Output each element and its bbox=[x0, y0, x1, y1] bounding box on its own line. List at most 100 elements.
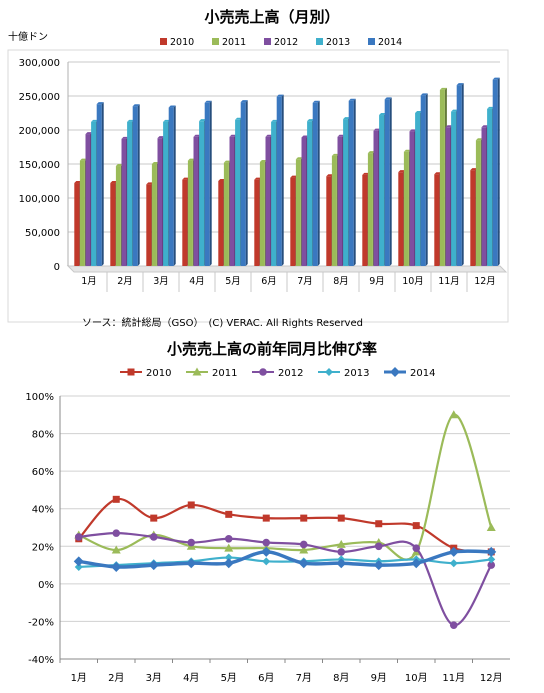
point-2011-11月 bbox=[449, 410, 459, 419]
point-2012-2月 bbox=[112, 529, 121, 537]
bar-top bbox=[235, 117, 243, 120]
legend-label-2014: 2014 bbox=[410, 368, 435, 379]
x-tick-label: 2月 bbox=[117, 276, 133, 287]
bar-top bbox=[384, 97, 392, 100]
bar-top bbox=[96, 102, 104, 105]
point-2012-9月 bbox=[374, 542, 383, 551]
bar-side bbox=[425, 93, 428, 266]
x-tick-label: 12月 bbox=[480, 672, 503, 684]
bar-top bbox=[487, 106, 495, 109]
point-2010-9月 bbox=[375, 520, 383, 528]
y-tick-label: 150,000 bbox=[19, 160, 60, 171]
y-axis-unit: 十億ドン bbox=[8, 30, 48, 43]
bar-2011-9月 bbox=[367, 153, 373, 266]
bar-2014-9月 bbox=[384, 99, 390, 267]
point-2010-6月 bbox=[262, 514, 270, 522]
bar-2010-5月 bbox=[218, 181, 224, 266]
point-2013-6月 bbox=[262, 557, 271, 566]
bar-top bbox=[379, 113, 387, 116]
x-tick-label: 5月 bbox=[225, 276, 241, 287]
bar-2013-6月 bbox=[271, 121, 277, 266]
point-2014-1月 bbox=[73, 556, 84, 567]
point-2013-11月 bbox=[449, 559, 458, 568]
bar-top bbox=[337, 134, 345, 137]
bar-2011-2月 bbox=[115, 166, 121, 266]
point-2013-1月 bbox=[74, 562, 83, 571]
bar-top bbox=[276, 94, 284, 97]
bar-top bbox=[151, 162, 159, 164]
bar-2010-3月 bbox=[146, 184, 152, 266]
y-tick-label: -20% bbox=[28, 617, 54, 628]
y-tick-label: 300,000 bbox=[19, 58, 60, 69]
bar-2012-4月 bbox=[193, 136, 199, 266]
bar-2010-9月 bbox=[362, 174, 368, 266]
bar-side bbox=[281, 94, 284, 267]
point-2012-7月 bbox=[299, 540, 308, 549]
y-tick-label: 20% bbox=[32, 542, 54, 553]
bar-top bbox=[163, 119, 171, 122]
point-2014-12月 bbox=[486, 546, 497, 557]
bar-2014-1月 bbox=[96, 104, 102, 266]
bar-top bbox=[326, 174, 334, 177]
legend-label-2012: 2012 bbox=[274, 37, 298, 48]
bar-top bbox=[445, 125, 453, 128]
bar-side bbox=[101, 102, 104, 266]
point-2010-4月 bbox=[187, 501, 195, 509]
bar-2012-5月 bbox=[229, 136, 235, 266]
legend-marker-2012 bbox=[259, 368, 267, 376]
bar-2011-1月 bbox=[79, 160, 85, 266]
bar-top bbox=[168, 105, 176, 108]
point-2010-5月 bbox=[225, 510, 233, 518]
bar-chart: 十億ドン 2010 2011 2012 2013 2014 0 50,000 100,000 15… bbox=[7, 30, 509, 323]
line-series-2012 bbox=[78, 532, 493, 627]
legend-swatch-2010 bbox=[160, 38, 167, 45]
bar-top bbox=[492, 77, 500, 80]
legend-label-2010: 2010 bbox=[146, 368, 171, 379]
bar-side bbox=[353, 98, 356, 266]
bar-top bbox=[115, 164, 123, 167]
bar-top bbox=[295, 157, 303, 160]
bar-side bbox=[317, 100, 320, 266]
bar-top bbox=[343, 117, 351, 120]
bar-top bbox=[439, 87, 447, 90]
bar-top bbox=[223, 160, 231, 163]
bar-2012-2月 bbox=[121, 138, 127, 266]
point-2011-7月 bbox=[299, 545, 309, 554]
bar-2014-5月 bbox=[240, 102, 246, 267]
point-2014-9月 bbox=[373, 560, 384, 571]
bar-2011-3月 bbox=[151, 164, 157, 266]
legend-label-2011: 2011 bbox=[222, 37, 246, 48]
point-2012-4月 bbox=[187, 538, 196, 547]
point-2014-8月 bbox=[336, 558, 347, 569]
point-2014-7月 bbox=[298, 558, 309, 569]
bar-2013-5月 bbox=[235, 119, 241, 266]
bar-2012-3月 bbox=[157, 138, 163, 266]
bar-2011-5月 bbox=[223, 162, 229, 266]
point-2012-8月 bbox=[337, 548, 346, 556]
bar-top bbox=[110, 181, 118, 184]
point-2012-12月 bbox=[487, 561, 496, 569]
point-2010-2月 bbox=[112, 495, 120, 503]
bar-2014-12月 bbox=[492, 79, 498, 267]
x-tick-label: 3月 bbox=[153, 276, 169, 287]
legend-label-2013: 2013 bbox=[344, 368, 369, 379]
legend-swatch-2012 bbox=[264, 38, 271, 45]
line-series-2011 bbox=[78, 413, 493, 561]
bar-2013-8月 bbox=[343, 119, 349, 267]
bar-2010-1月 bbox=[74, 183, 80, 266]
bar-2012-11月 bbox=[445, 127, 451, 266]
bar-top bbox=[481, 125, 489, 128]
y-tick-label: 0% bbox=[38, 580, 54, 591]
line-chart: 2010 2011 2012 2013 2014 -40% -20% 0% 20% 40% 60% 8… bbox=[25, 367, 510, 684]
point-2011-12月 bbox=[486, 523, 496, 531]
bar-top bbox=[132, 104, 140, 107]
floor bbox=[66, 265, 508, 273]
bar-top bbox=[204, 100, 212, 103]
bar-2013-12月 bbox=[487, 108, 493, 266]
x-tick-label: 5月 bbox=[221, 672, 237, 684]
bar-2012-1月 bbox=[85, 134, 91, 266]
point-2010-7月 bbox=[300, 514, 308, 522]
legend-marker-2014 bbox=[390, 367, 400, 377]
y-tick-label: 200,000 bbox=[19, 126, 60, 137]
y-tick-label: 250,000 bbox=[19, 92, 60, 103]
